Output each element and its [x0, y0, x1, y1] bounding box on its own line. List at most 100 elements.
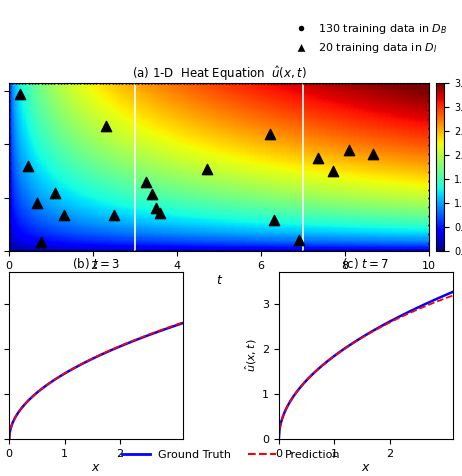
- Point: [413, 79, 420, 87]
- Point: [367, 248, 375, 255]
- Point: [290, 248, 297, 255]
- Point: [90, 248, 97, 255]
- Point: [51, 79, 58, 87]
- Point: [319, 79, 326, 87]
- Point: [257, 248, 265, 255]
- Line: Prediction: Prediction: [9, 322, 183, 439]
- Point: [206, 248, 213, 255]
- Ground Truth: [110, 347, 116, 352]
- Point: [6, 115, 13, 123]
- Point: [151, 248, 158, 255]
- Point: [6, 230, 13, 238]
- Title: (b) $t = 3$: (b) $t = 3$: [72, 256, 120, 271]
- Point: [73, 248, 81, 255]
- Point: [426, 141, 433, 149]
- Point: [244, 248, 252, 255]
- Point: [286, 248, 294, 255]
- Point: [354, 79, 362, 87]
- Point: [393, 248, 401, 255]
- Prediction: [277, 427, 282, 433]
- Point: [16, 90, 24, 98]
- Point: [426, 115, 433, 123]
- Ground Truth: [380, 323, 385, 328]
- Point: [426, 248, 433, 255]
- Point: [270, 217, 278, 224]
- Point: [322, 248, 329, 255]
- Point: [380, 248, 388, 255]
- Point: [6, 159, 13, 167]
- Point: [426, 248, 433, 255]
- Point: [128, 79, 136, 87]
- Point: [158, 248, 165, 255]
- Point: [328, 79, 336, 87]
- Point: [345, 248, 352, 255]
- Point: [200, 79, 207, 87]
- Point: [309, 248, 316, 255]
- Ground Truth: [276, 436, 282, 442]
- Point: [83, 248, 91, 255]
- Point: [261, 248, 268, 255]
- Point: [157, 209, 164, 217]
- Point: [206, 79, 213, 87]
- Point: [18, 248, 26, 255]
- Point: [35, 79, 42, 87]
- Point: [316, 79, 323, 87]
- Point: [348, 79, 355, 87]
- Point: [295, 236, 303, 244]
- Ground Truth: [423, 301, 428, 307]
- Point: [299, 79, 307, 87]
- Point: [406, 79, 413, 87]
- Point: [70, 79, 78, 87]
- Point: [38, 79, 45, 87]
- Ground Truth: [450, 289, 456, 295]
- Line: Prediction: Prediction: [279, 296, 453, 439]
- Point: [364, 248, 371, 255]
- Point: [322, 79, 329, 87]
- Point: [422, 248, 430, 255]
- Point: [119, 79, 126, 87]
- Point: [235, 79, 243, 87]
- Point: [396, 248, 404, 255]
- Ground Truth: [164, 326, 170, 331]
- Point: [22, 79, 29, 87]
- Point: [110, 211, 118, 219]
- Point: [341, 248, 349, 255]
- Point: [41, 248, 49, 255]
- Point: [296, 79, 304, 87]
- Point: [9, 248, 16, 255]
- Point: [48, 248, 55, 255]
- Point: [332, 248, 339, 255]
- Point: [213, 248, 220, 255]
- Point: [6, 177, 13, 185]
- Point: [358, 79, 365, 87]
- Point: [244, 79, 252, 87]
- Point: [367, 79, 375, 87]
- Point: [142, 178, 149, 186]
- Point: [112, 248, 120, 255]
- Point: [154, 79, 162, 87]
- Prediction: [180, 319, 186, 325]
- Ground Truth: [153, 330, 158, 336]
- X-axis label: $x$: $x$: [91, 461, 101, 475]
- Point: [369, 150, 376, 158]
- Point: [6, 195, 13, 202]
- Point: [426, 186, 433, 193]
- Point: [6, 239, 13, 247]
- Point: [64, 79, 71, 87]
- Point: [125, 248, 133, 255]
- Point: [351, 248, 359, 255]
- Point: [348, 248, 355, 255]
- Point: [35, 248, 42, 255]
- Title: (c) $t = 7$: (c) $t = 7$: [342, 256, 389, 271]
- Point: [283, 248, 291, 255]
- Point: [293, 79, 300, 87]
- Point: [332, 79, 339, 87]
- Prediction: [383, 322, 388, 327]
- Point: [135, 79, 142, 87]
- Point: [6, 141, 13, 149]
- Point: [419, 79, 426, 87]
- Point: [426, 221, 433, 228]
- Point: [251, 79, 258, 87]
- Point: [151, 79, 158, 87]
- Point: [93, 79, 100, 87]
